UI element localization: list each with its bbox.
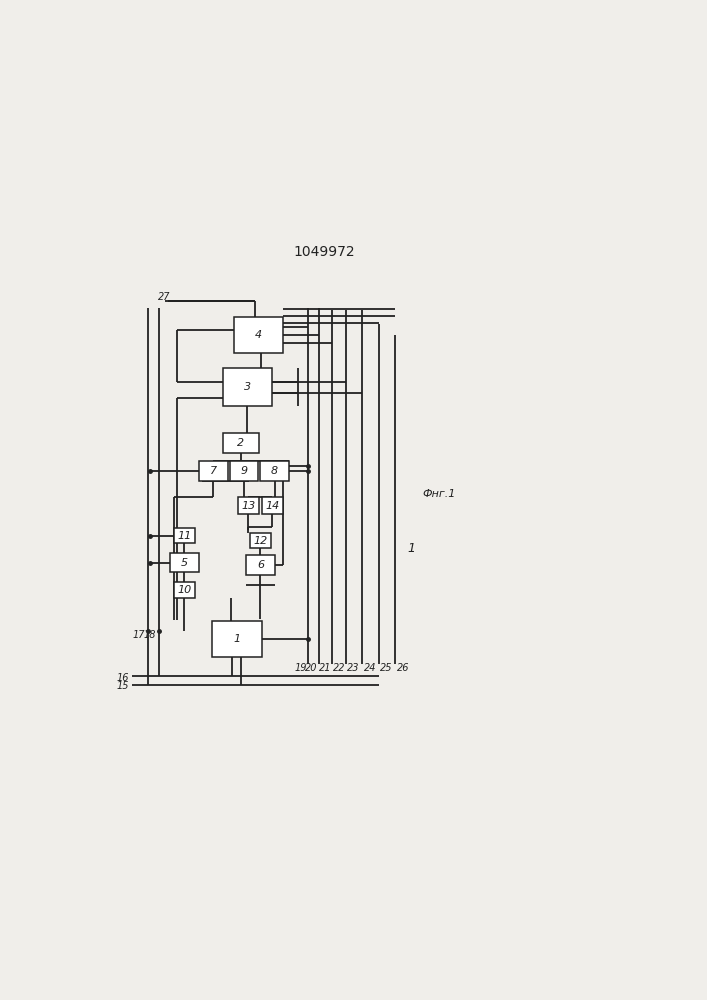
Bar — [174, 582, 194, 598]
Bar — [233, 317, 283, 353]
Text: 1: 1 — [408, 542, 416, 555]
Bar — [223, 433, 259, 453]
Text: 9: 9 — [240, 466, 247, 476]
Bar — [262, 497, 283, 514]
Text: 15: 15 — [117, 681, 129, 691]
Text: Фнг.1: Фнг.1 — [422, 489, 456, 499]
Text: 10: 10 — [177, 585, 192, 595]
Text: 23: 23 — [347, 663, 360, 673]
Text: 27: 27 — [158, 292, 170, 302]
Text: 1: 1 — [233, 634, 240, 644]
Bar — [246, 555, 275, 575]
Text: 14: 14 — [265, 501, 279, 511]
Text: 26: 26 — [397, 663, 409, 673]
Text: 17: 17 — [132, 630, 145, 640]
Bar — [250, 533, 271, 548]
Text: 4: 4 — [255, 330, 262, 340]
Text: 24: 24 — [364, 663, 376, 673]
Text: 2: 2 — [237, 438, 244, 448]
Text: 16: 16 — [117, 673, 129, 683]
Text: 11: 11 — [177, 531, 192, 541]
Text: 21: 21 — [319, 663, 332, 673]
Text: 6: 6 — [257, 560, 264, 570]
Bar — [212, 621, 262, 657]
Text: 1049972: 1049972 — [293, 245, 355, 259]
Bar — [260, 461, 289, 481]
Text: 7: 7 — [210, 466, 217, 476]
Bar — [230, 461, 258, 481]
Text: 20: 20 — [305, 663, 317, 673]
Text: 3: 3 — [244, 382, 251, 392]
Text: 5: 5 — [181, 558, 188, 568]
Bar — [238, 497, 259, 514]
Text: 18: 18 — [144, 630, 156, 640]
Bar — [199, 461, 228, 481]
Text: 25: 25 — [380, 663, 392, 673]
Bar — [223, 368, 272, 406]
Bar — [170, 553, 199, 572]
Text: 22: 22 — [332, 663, 345, 673]
Text: 8: 8 — [271, 466, 279, 476]
Text: 19: 19 — [295, 663, 308, 673]
Text: 13: 13 — [241, 501, 255, 511]
Bar — [174, 528, 194, 543]
Text: 12: 12 — [253, 536, 267, 546]
